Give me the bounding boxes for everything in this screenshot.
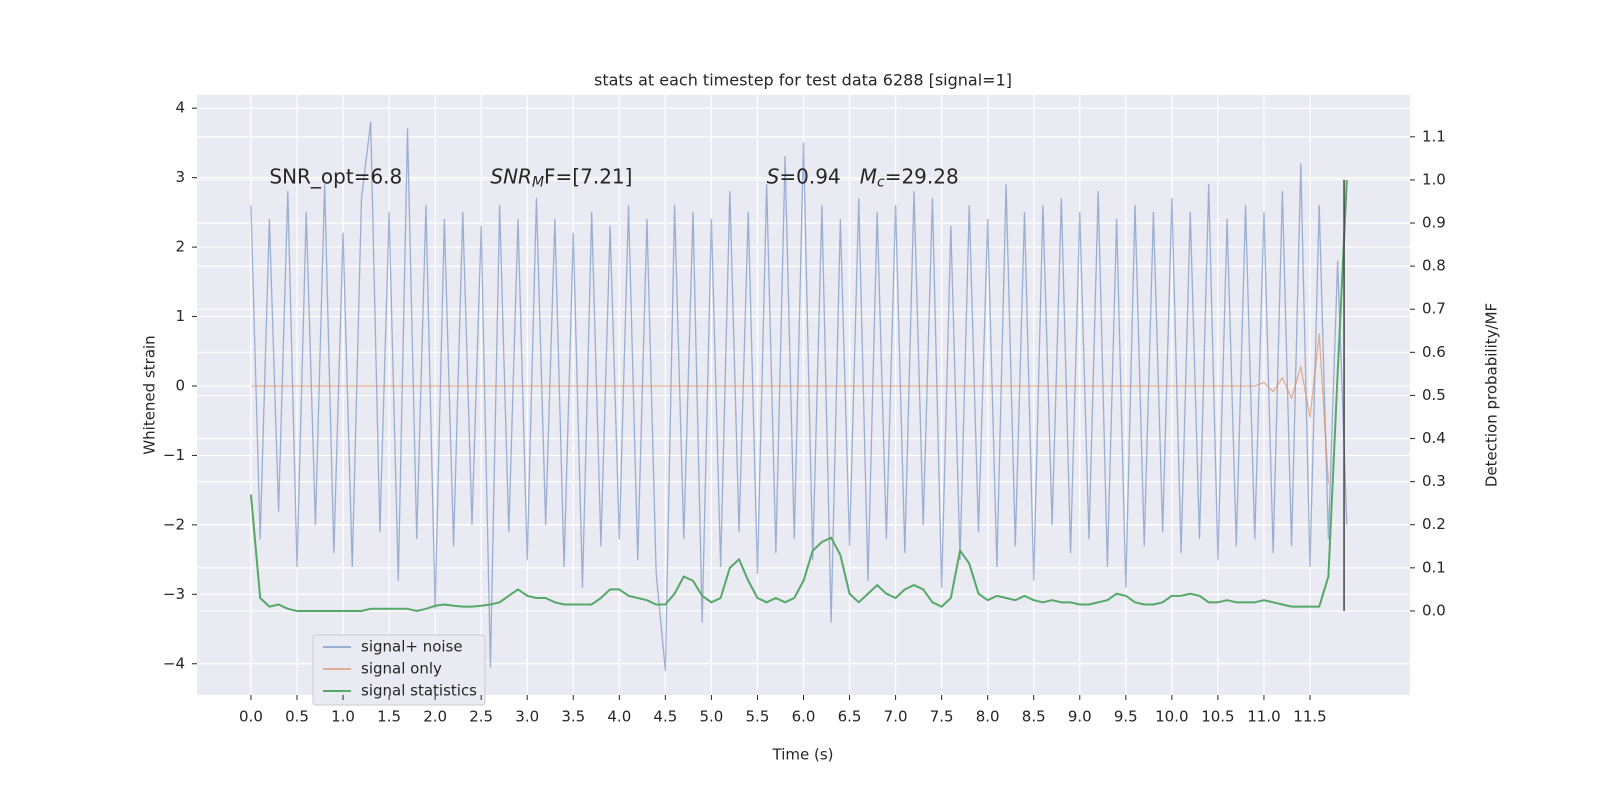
x-tick-label: 10.5 xyxy=(1201,708,1234,726)
annotation: S=0.94 Mc=29.28 xyxy=(767,164,959,191)
x-tick-label: 4.5 xyxy=(653,708,677,726)
x-tick-label: 9.0 xyxy=(1068,708,1092,726)
y-tick-label: −3 xyxy=(163,585,185,603)
x-tick-label: 7.0 xyxy=(884,708,908,726)
y-tick-label: 0 xyxy=(175,376,185,394)
x-tick-label: 0.5 xyxy=(285,708,309,726)
annotation-part: M xyxy=(532,175,544,191)
x-axis-label: Time (s) xyxy=(772,746,834,764)
y-tick-label: 3 xyxy=(175,168,185,186)
y2-tick-label: 0.0 xyxy=(1422,601,1446,619)
legend-box xyxy=(312,634,486,706)
y2-tick-label: 0.8 xyxy=(1422,257,1446,275)
annotation-part: SNR xyxy=(490,164,532,188)
y2-tick-label: 1.1 xyxy=(1422,127,1446,145)
x-tick-label: 1.5 xyxy=(377,708,401,726)
annotation-part: M xyxy=(860,164,877,188)
x-tick-label: 4.0 xyxy=(607,708,631,726)
y2-tick-label: 0.5 xyxy=(1422,386,1446,404)
y-tick-label: −4 xyxy=(163,654,185,672)
y-tick-label: 1 xyxy=(175,307,185,325)
y-tick-label: −2 xyxy=(163,515,185,533)
y-tick-label: 2 xyxy=(175,238,185,256)
series-line xyxy=(250,333,1330,484)
x-tick-label: 6.5 xyxy=(838,708,862,726)
annotation: SNRMF=[7.21] xyxy=(490,164,632,191)
x-tick-label: 5.0 xyxy=(699,708,723,726)
annotation-part: F=[7.21] xyxy=(544,164,632,188)
y2-tick-label: 0.6 xyxy=(1422,343,1446,361)
x-tick-label: 0.0 xyxy=(239,708,263,726)
y2-tick-label: 0.9 xyxy=(1422,214,1446,232)
x-tick-label: 8.0 xyxy=(976,708,1000,726)
x-tick-label: 2.5 xyxy=(469,708,493,726)
x-tick-label: 3.0 xyxy=(515,708,539,726)
marks xyxy=(249,121,1348,672)
y2-tick-label: 0.3 xyxy=(1422,472,1446,490)
annotation-part: c xyxy=(877,175,885,191)
x-tick-label: 6.0 xyxy=(792,708,816,726)
legend: signal+ noise signal only signal statistic… xyxy=(312,634,486,706)
y-tick-label: −1 xyxy=(163,446,185,464)
y-tick-label: 4 xyxy=(175,99,185,117)
x-tick-label: 3.5 xyxy=(561,708,585,726)
y-axis-label: Whitened strain xyxy=(141,335,159,454)
x-tick-label: 7.5 xyxy=(930,708,954,726)
x-tick-label: 2.0 xyxy=(423,708,447,726)
annotation-part: SNR_opt=6.8 xyxy=(269,164,402,188)
x-tick-label: 5.5 xyxy=(746,708,770,726)
y2-tick-label: 0.4 xyxy=(1422,429,1446,447)
series-line xyxy=(249,179,1348,612)
y2-tick-label: 0.2 xyxy=(1422,515,1446,533)
x-tick-label: 9.5 xyxy=(1114,708,1138,726)
legend-label: signal+ noise xyxy=(361,638,463,656)
x-tick-label: 11.0 xyxy=(1247,708,1280,726)
x-tick-label: 11.5 xyxy=(1293,708,1326,726)
annotation-part: =0.94 xyxy=(779,164,859,188)
x-tick-label: 1.0 xyxy=(331,708,355,726)
series-line xyxy=(250,121,1348,672)
annotation-part: S xyxy=(767,164,780,188)
x-tick-label: 10.0 xyxy=(1155,708,1188,726)
legend-label: signal only xyxy=(361,660,442,678)
y2-tick-label: 0.1 xyxy=(1422,558,1446,576)
x-tick-label: 8.5 xyxy=(1022,708,1046,726)
chart-title: stats at each timestep for test data 628… xyxy=(594,71,1012,90)
legend-label: signal statistics xyxy=(361,682,477,700)
y2-axis-label: Detection probability/MF xyxy=(1483,303,1501,487)
y2-tick-label: 0.7 xyxy=(1422,300,1446,318)
annotation-part: =29.28 xyxy=(885,164,959,188)
y2-tick-label: 1.0 xyxy=(1422,170,1446,188)
annotation: SNR_opt=6.8 xyxy=(269,164,402,188)
